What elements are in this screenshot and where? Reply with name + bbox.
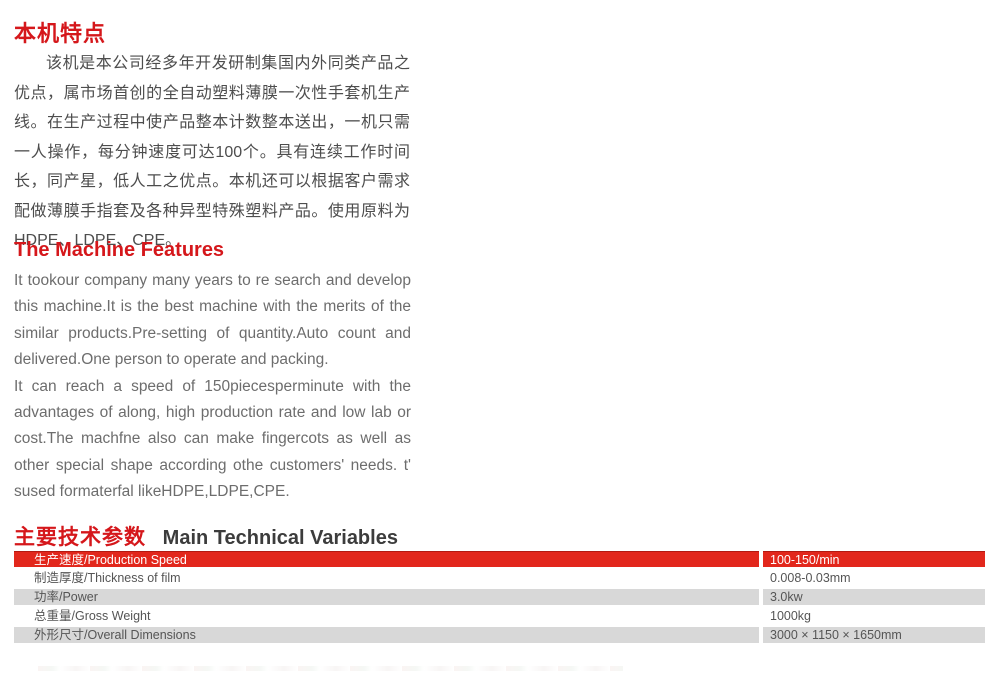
row-label: 总重量/Gross Weight (34, 609, 151, 623)
table-row-overall-dimensions: 外形尺寸/Overall Dimensions 3000 × 1150 × 16… (14, 627, 985, 643)
technical-variables-title-zh: 主要技术参数 (14, 526, 146, 549)
table-row-thickness: 制造厚度/Thickness of film 0.008-0.03mm (14, 570, 985, 586)
table-row-production-speed: 生产速度/Production Speed 100-150/min (14, 551, 985, 567)
machine-features-paragraph-en-2: It can reach a speed of 150piecesperminu… (14, 377, 411, 501)
row-value: 3.0kw (763, 589, 985, 605)
technical-variables-title-en: Main Technical Variables (162, 527, 398, 549)
row-value: 3000 × 1150 × 1650mm (763, 627, 985, 643)
page-bottom-artifact (38, 666, 623, 671)
row-label: 外形尺寸/Overall Dimensions (14, 627, 759, 643)
section-title-machine-features-zh: 本机特点 (14, 21, 107, 46)
row-label: 制造厚度/Thickness of film (34, 571, 181, 585)
row-label: 生产速度/Production Speed (14, 551, 759, 567)
row-value: 0.008-0.03mm (770, 571, 851, 585)
row-value: 1000kg (770, 609, 812, 623)
table-row-power: 功率/Power 3.0kw (14, 589, 985, 605)
section-title-technical-variables: 主要技术参数 Main Technical Variables (14, 521, 398, 551)
section-title-machine-features-en: The Machine Features (14, 239, 225, 261)
row-value: 100-150/min (763, 551, 985, 567)
machine-features-text-en: It tookour company many years to re sear… (14, 268, 411, 506)
spec-table: 生产速度/Production Speed 100-150/min 制造厚度/T… (14, 551, 985, 646)
machine-features-paragraph-en-1: It tookour company many years to re sear… (14, 272, 411, 369)
row-label: 功率/Power (14, 589, 759, 605)
table-row-gross-weight: 总重量/Gross Weight 1000kg (14, 608, 985, 624)
machine-features-paragraph-zh: 该机是本公司经多年开发研制集国内外同类产品之优点，属市场首创的全自动塑料薄膜一次… (14, 55, 410, 249)
